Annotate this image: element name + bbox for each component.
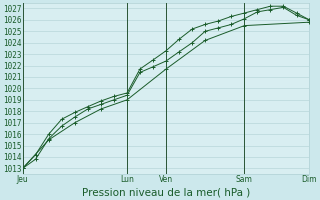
X-axis label: Pression niveau de la mer( hPa ): Pression niveau de la mer( hPa ) <box>82 187 250 197</box>
